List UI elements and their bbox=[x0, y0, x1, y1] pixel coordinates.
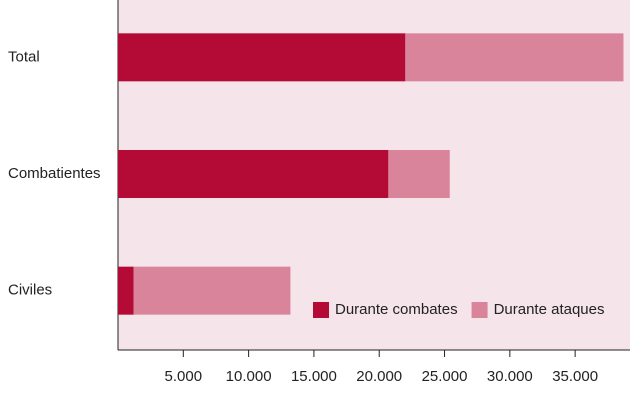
legend-label: Durante combates bbox=[335, 301, 458, 318]
y-tick-label: Total bbox=[8, 48, 40, 65]
bar-segment bbox=[118, 150, 389, 198]
x-tick-label: 20.000 bbox=[356, 368, 402, 385]
x-tick-label: 5.000 bbox=[165, 368, 203, 385]
x-tick-label: 10.000 bbox=[226, 368, 272, 385]
legend-label: Durante ataques bbox=[494, 301, 605, 318]
bar-segment bbox=[118, 266, 134, 315]
x-tick-label: 15.000 bbox=[291, 368, 337, 385]
x-tick-label: 30.000 bbox=[487, 368, 533, 385]
bar-segment bbox=[133, 266, 291, 315]
bar-segment bbox=[118, 33, 406, 82]
legend-swatch bbox=[471, 302, 488, 318]
y-tick-label: Civiles bbox=[8, 282, 52, 299]
bar-segment bbox=[405, 33, 624, 82]
legend-swatch bbox=[313, 302, 329, 318]
y-tick-label: Combatientes bbox=[8, 165, 101, 182]
x-tick-label: 25.000 bbox=[422, 368, 468, 385]
bar-segment bbox=[388, 150, 450, 198]
x-tick-label: 35.000 bbox=[552, 368, 598, 385]
